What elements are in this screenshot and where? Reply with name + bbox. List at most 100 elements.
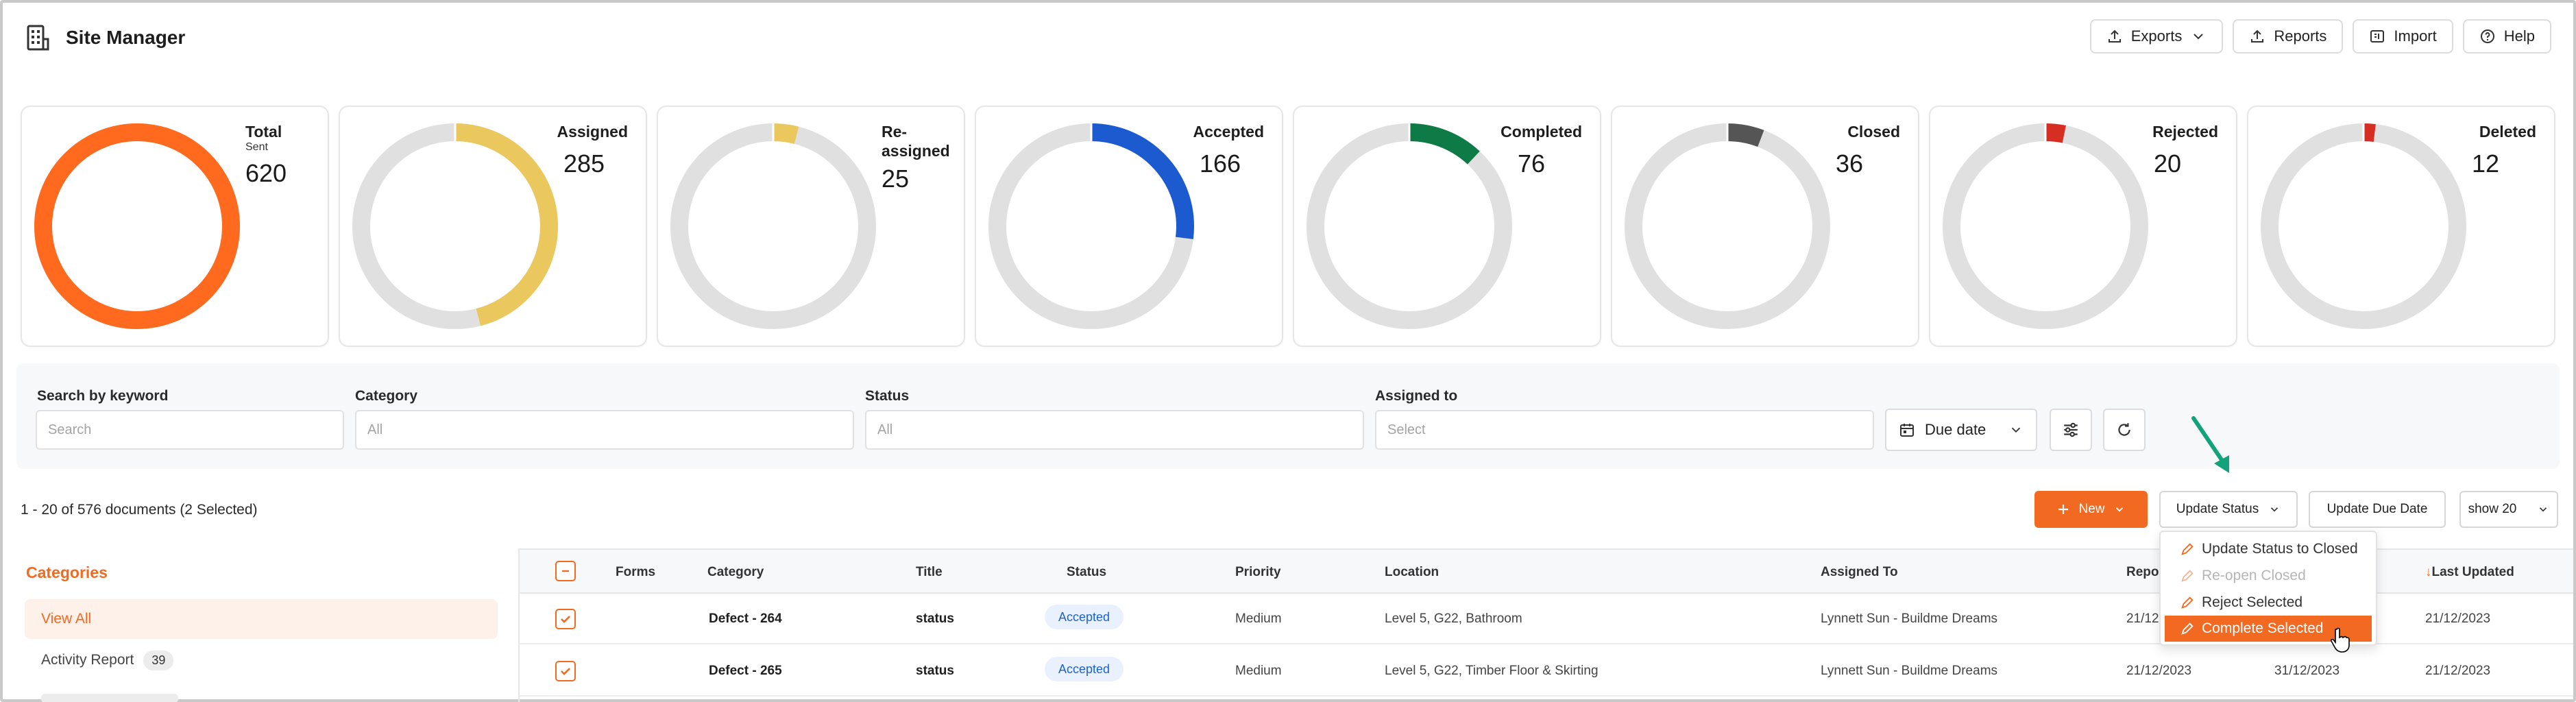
cell-last-updated: 21/12/2023	[2425, 612, 2491, 626]
sliders-icon	[2064, 422, 2078, 437]
chevron-down-icon	[2271, 507, 2279, 512]
reports-button[interactable]: Reports	[2233, 19, 2344, 53]
column-category[interactable]: Category	[707, 565, 764, 579]
help-button[interactable]: Help	[2462, 19, 2551, 53]
table-row[interactable]: Defect - 264 status Accepted Medium Leve…	[520, 594, 2573, 644]
donut-chart	[2261, 123, 2466, 329]
check-icon	[561, 668, 570, 675]
assigned-label: Assigned to	[1375, 388, 1458, 404]
stat-value: 285	[563, 149, 605, 178]
stat-card-re-assigned[interactable]: Re-assigned 25	[657, 106, 965, 347]
stat-card-accepted[interactable]: Accepted 166	[975, 106, 1283, 347]
categories-title: Categories	[26, 564, 108, 581]
row-checkbox[interactable]	[555, 609, 576, 629]
filter-settings-button[interactable]	[2050, 409, 2092, 451]
category-count-badge: 39	[143, 650, 174, 670]
column-priority[interactable]: Priority	[1235, 565, 1281, 579]
search-input[interactable]: Search	[36, 410, 344, 450]
status-select[interactable]: All	[865, 410, 1364, 450]
donut-chart	[34, 123, 240, 329]
donut-chart	[988, 123, 1194, 329]
stat-label: Rejected	[2152, 123, 2218, 141]
cell-priority: Medium	[1235, 664, 1282, 678]
results-summary: 1 - 20 of 576 documents (2 Selected)	[21, 502, 258, 518]
pencil-icon	[2181, 570, 2194, 582]
menu-item-update-status-closed[interactable]: Update Status to Closed	[2161, 536, 2376, 562]
upload-icon	[2251, 29, 2264, 43]
stat-card-completed[interactable]: Completed 76	[1293, 106, 1601, 347]
exports-label: Exports	[2130, 27, 2183, 45]
category-item-activity-report[interactable]: Activity Report 39	[25, 640, 498, 680]
cell-location: Level 5, G22, Bathroom	[1385, 612, 1522, 626]
menu-item-reject-selected[interactable]: Reject Selected	[2161, 590, 2376, 616]
stat-value: 620	[245, 159, 287, 187]
category-label: View All	[41, 611, 92, 627]
update-status-menu: Update Status to Closed Re-open Closed R…	[2159, 531, 2377, 646]
update-status-label: Update Status	[2176, 502, 2259, 516]
exports-button[interactable]: Exports	[2089, 19, 2224, 53]
assigned-select[interactable]: Select	[1375, 410, 1874, 450]
header-actions: Exports Reports Import Help	[2089, 19, 2551, 53]
update-status-button[interactable]: Update Status	[2159, 491, 2298, 528]
keyword-label: Search by keyword	[37, 388, 169, 404]
stat-label: Deleted	[2479, 123, 2536, 141]
row-checkbox[interactable]	[555, 661, 576, 681]
select-all-checkbox[interactable]	[555, 561, 576, 581]
cell-reported: 21/12/2023	[2126, 664, 2192, 678]
cell-priority: Medium	[1235, 612, 1282, 626]
new-button[interactable]: New	[2034, 491, 2148, 528]
import-icon	[2370, 30, 2385, 43]
menu-item-label: Complete Selected	[2202, 620, 2324, 636]
stat-card-rejected[interactable]: Rejected 20	[1929, 106, 2237, 347]
chevron-down-icon	[2540, 507, 2547, 512]
donut-track	[1625, 123, 1830, 329]
cell-due-date: 31/12/2023	[2274, 664, 2340, 678]
stat-card-closed[interactable]: Closed 36	[1611, 106, 1919, 347]
category-item-view-all[interactable]: View All	[25, 599, 498, 639]
donut-segment	[34, 123, 240, 329]
column-forms[interactable]: Forms	[616, 565, 656, 579]
column-status[interactable]: Status	[1067, 565, 1107, 579]
category-item-clipped[interactable]	[25, 681, 498, 702]
due-date-button[interactable]: Due date	[1885, 409, 2037, 451]
stat-card-deleted[interactable]: Deleted 12	[2247, 106, 2555, 347]
check-icon	[561, 616, 570, 623]
cell-category[interactable]: Defect - 265	[709, 664, 782, 678]
column-location[interactable]: Location	[1385, 565, 1439, 579]
cell-category[interactable]: Defect - 264	[709, 612, 782, 626]
donut-chart	[670, 123, 876, 329]
sort-arrow-icon: ↓	[2425, 565, 2432, 579]
import-button[interactable]: Import	[2353, 19, 2453, 53]
page-size-label: show 20	[2468, 502, 2517, 516]
page-size-select[interactable]: show 20	[2459, 491, 2558, 528]
stat-card-total[interactable]: Total Sent 620	[21, 106, 329, 347]
menu-item-reopen-closed[interactable]: Re-open Closed	[2161, 563, 2376, 589]
category-select[interactable]: All	[355, 410, 854, 450]
donut-chart	[352, 123, 558, 329]
update-due-label: Update Due Date	[2326, 502, 2428, 516]
status-placeholder: All	[877, 422, 893, 437]
column-assigned-to[interactable]: Assigned To	[1821, 565, 1898, 579]
stat-card-assigned[interactable]: Assigned 285	[339, 106, 647, 347]
column-last-updated[interactable]: ↓Last Updated	[2425, 565, 2514, 580]
donut-chart	[1943, 123, 2148, 329]
status-badge: Accepted	[1045, 605, 1124, 629]
column-title[interactable]: Title	[916, 565, 943, 579]
menu-item-label: Re-open Closed	[2202, 568, 2306, 583]
stat-label: Completed	[1500, 123, 1582, 141]
stat-value: 12	[2472, 149, 2500, 178]
table-row[interactable]: Defect - 265 status Accepted Medium Leve…	[520, 646, 2573, 697]
update-due-date-button[interactable]: Update Due Date	[2309, 491, 2446, 528]
reset-button[interactable]	[2103, 409, 2146, 451]
column-last-updated-label: Last Updated	[2431, 565, 2514, 579]
category-label: Category	[355, 388, 418, 404]
stat-cards: Total Sent 620 Assigned 285 Re-assigned 25 Acce…	[21, 106, 2555, 347]
plus-icon	[2058, 505, 2069, 514]
menu-item-label: Reject Selected	[2202, 594, 2303, 610]
help-label: Help	[2503, 27, 2535, 45]
column-reported[interactable]: Repor	[2126, 565, 2164, 579]
stat-label: Accepted	[1193, 123, 1264, 141]
stat-sublabel: Sent	[245, 141, 268, 153]
status-badge: Accepted	[1045, 657, 1124, 681]
